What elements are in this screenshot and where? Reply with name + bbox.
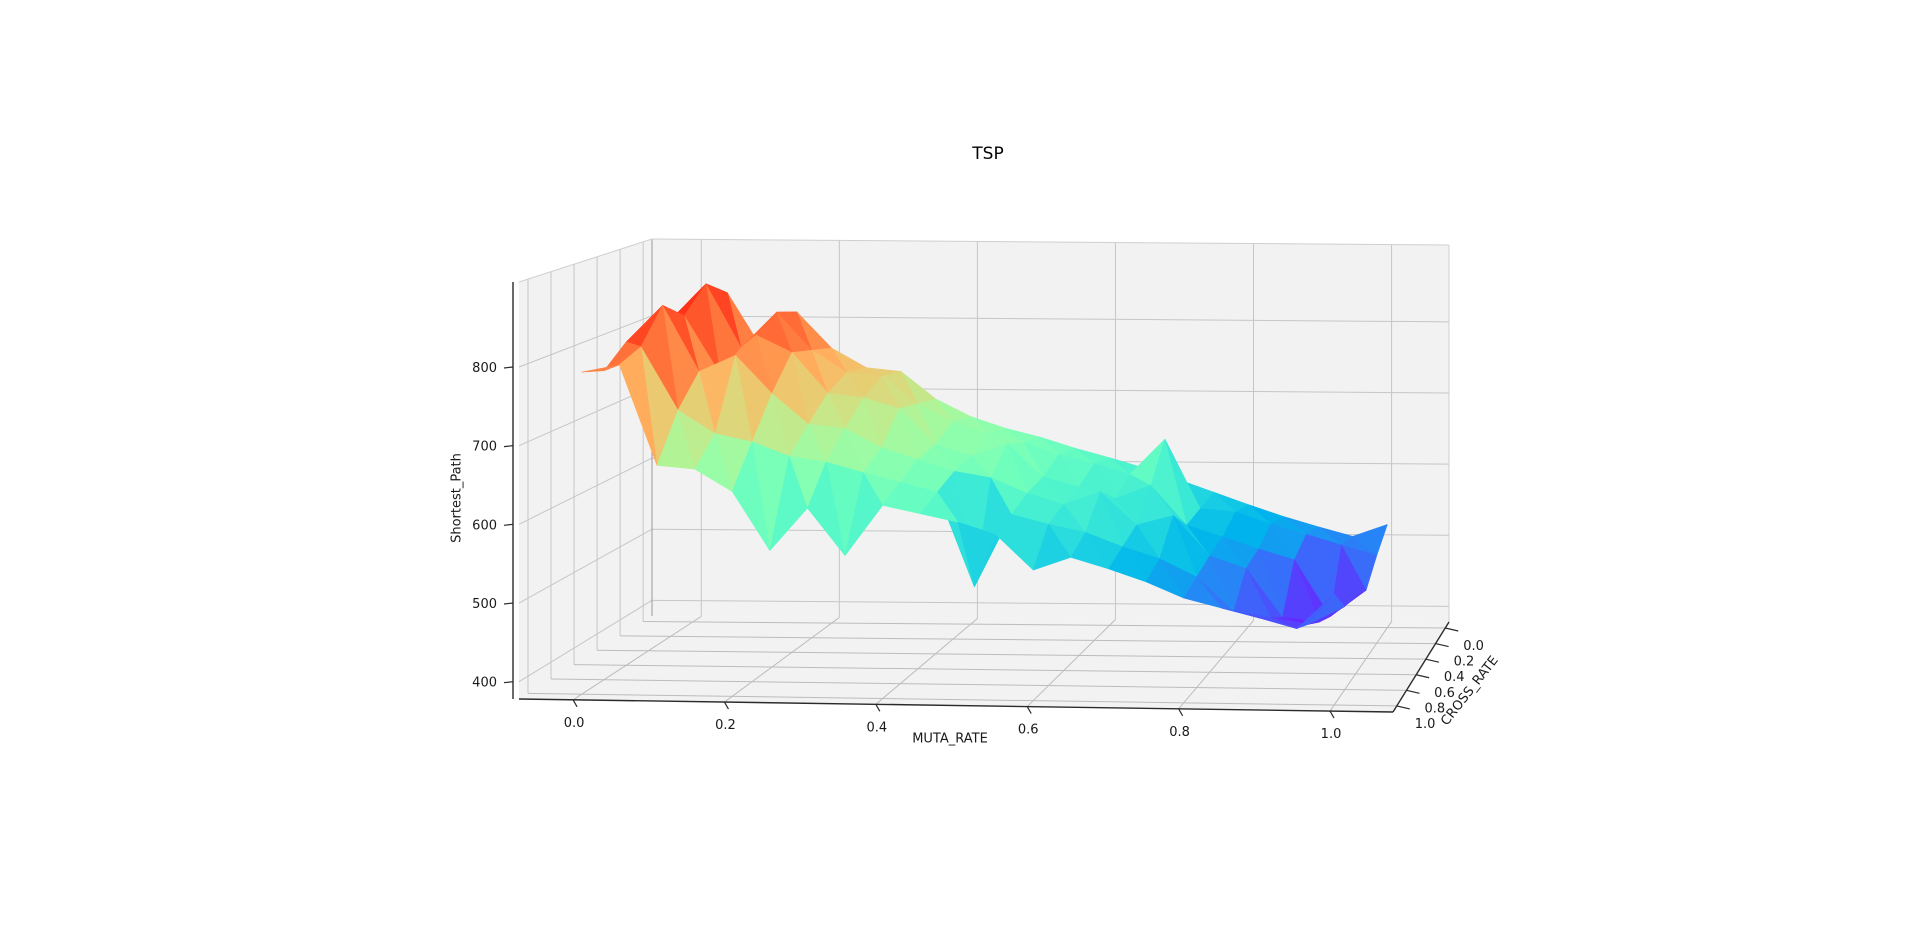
- surface-facet: [769, 455, 808, 552]
- wall-gridline-z: [518, 457, 653, 525]
- z-axis-label: Shortest_Path: [449, 453, 465, 543]
- surface-facet: [1221, 607, 1259, 619]
- wall-gridline-z: [518, 528, 653, 604]
- y-tick-mark: [1416, 674, 1430, 679]
- wall-gridline-z: [518, 386, 653, 447]
- surface-facet: [919, 491, 959, 523]
- surface-facet: [731, 440, 771, 551]
- y-tick-label: 0.6: [1434, 686, 1455, 701]
- surface-facet: [807, 461, 846, 556]
- x-tick-mark: [723, 701, 729, 710]
- surface-facet: [1258, 617, 1297, 629]
- surface-facet: [581, 364, 620, 373]
- x-tick-mark: [572, 699, 578, 708]
- floor-gridline-x: [724, 617, 840, 703]
- surface-facet: [844, 471, 883, 556]
- y-tick-mark: [1445, 627, 1459, 632]
- y-tick-label: 0.4: [1444, 670, 1465, 685]
- z-tick-label: 400: [472, 676, 497, 691]
- surface-facet: [882, 481, 921, 515]
- surface-facet: [1032, 523, 1072, 571]
- chart-title: TSP: [972, 144, 1004, 164]
- y-tick-mark: [1396, 705, 1410, 710]
- surface-facet: [995, 513, 1034, 571]
- x-tick-mark: [1178, 708, 1184, 717]
- surface-facet: [1183, 576, 1222, 609]
- z-tick-mark: [503, 523, 514, 526]
- z-tick-mark: [503, 445, 514, 448]
- floor-gridline-x: [1026, 619, 1116, 707]
- z-tick-mark: [503, 366, 514, 369]
- z-tick-label: 800: [472, 361, 497, 376]
- surface-facet: [957, 521, 996, 588]
- surface-facet: [656, 409, 695, 470]
- x-tick-mark: [1026, 706, 1032, 714]
- x-tick-label: 0.2: [715, 718, 736, 733]
- x-tick-label: 0.0: [564, 716, 585, 731]
- y-tick-mark: [1425, 658, 1440, 663]
- floor-gridline-y: [597, 649, 1426, 660]
- x-axis-spine: [518, 698, 1394, 713]
- x-tick-mark: [1329, 710, 1335, 719]
- wall-gridline-z: [518, 315, 653, 368]
- pane-top-edge: [651, 238, 1450, 246]
- y-tick-label: 0.0: [1463, 639, 1484, 654]
- floor-pane: [519, 616, 1449, 712]
- x-tick-label: 1.0: [1321, 727, 1342, 742]
- y-tick-label: 0.8: [1424, 701, 1445, 716]
- surface-facet: [694, 433, 733, 493]
- floor-gridline-x: [875, 618, 978, 705]
- z-tick-label: 500: [472, 597, 497, 612]
- floor-gridline-y: [551, 678, 1407, 691]
- z-tick-label: 700: [472, 440, 497, 455]
- x-tick-label: 0.4: [866, 720, 887, 735]
- surface-facet: [1296, 593, 1335, 629]
- floor-gridline-x: [1178, 620, 1254, 710]
- x-tick-label: 0.8: [1169, 725, 1190, 740]
- floor-gridline-y: [620, 635, 1436, 645]
- surface-facet: [1145, 558, 1185, 599]
- z-tick-label: 600: [472, 518, 497, 533]
- floor-gridline-y: [574, 664, 1417, 676]
- y-tick-mark: [1435, 642, 1449, 648]
- y-tick-mark: [1406, 689, 1420, 694]
- floor-gridline-y: [527, 692, 1397, 707]
- y-axis-spine: [1392, 621, 1450, 713]
- x-tick-mark: [875, 704, 881, 712]
- x-axis-label: MUTA_RATE: [912, 731, 988, 747]
- floor-gridline-x: [1329, 621, 1392, 712]
- y-tick-label: 0.2: [1454, 655, 1475, 670]
- z-tick-mark: [503, 602, 514, 605]
- wall-gridline-z: [518, 599, 653, 683]
- pane-top-edge: [518, 238, 653, 283]
- surface-facet: [619, 346, 658, 466]
- surface-facet: [1108, 546, 1147, 583]
- x-tick-label: 0.6: [1018, 723, 1039, 738]
- floor-gridline-y: [643, 621, 1446, 629]
- surface-facet: [1070, 531, 1110, 570]
- y-tick-label: 1.0: [1415, 717, 1436, 732]
- floor-gridline-x: [572, 615, 702, 701]
- z-tick-mark: [503, 681, 514, 684]
